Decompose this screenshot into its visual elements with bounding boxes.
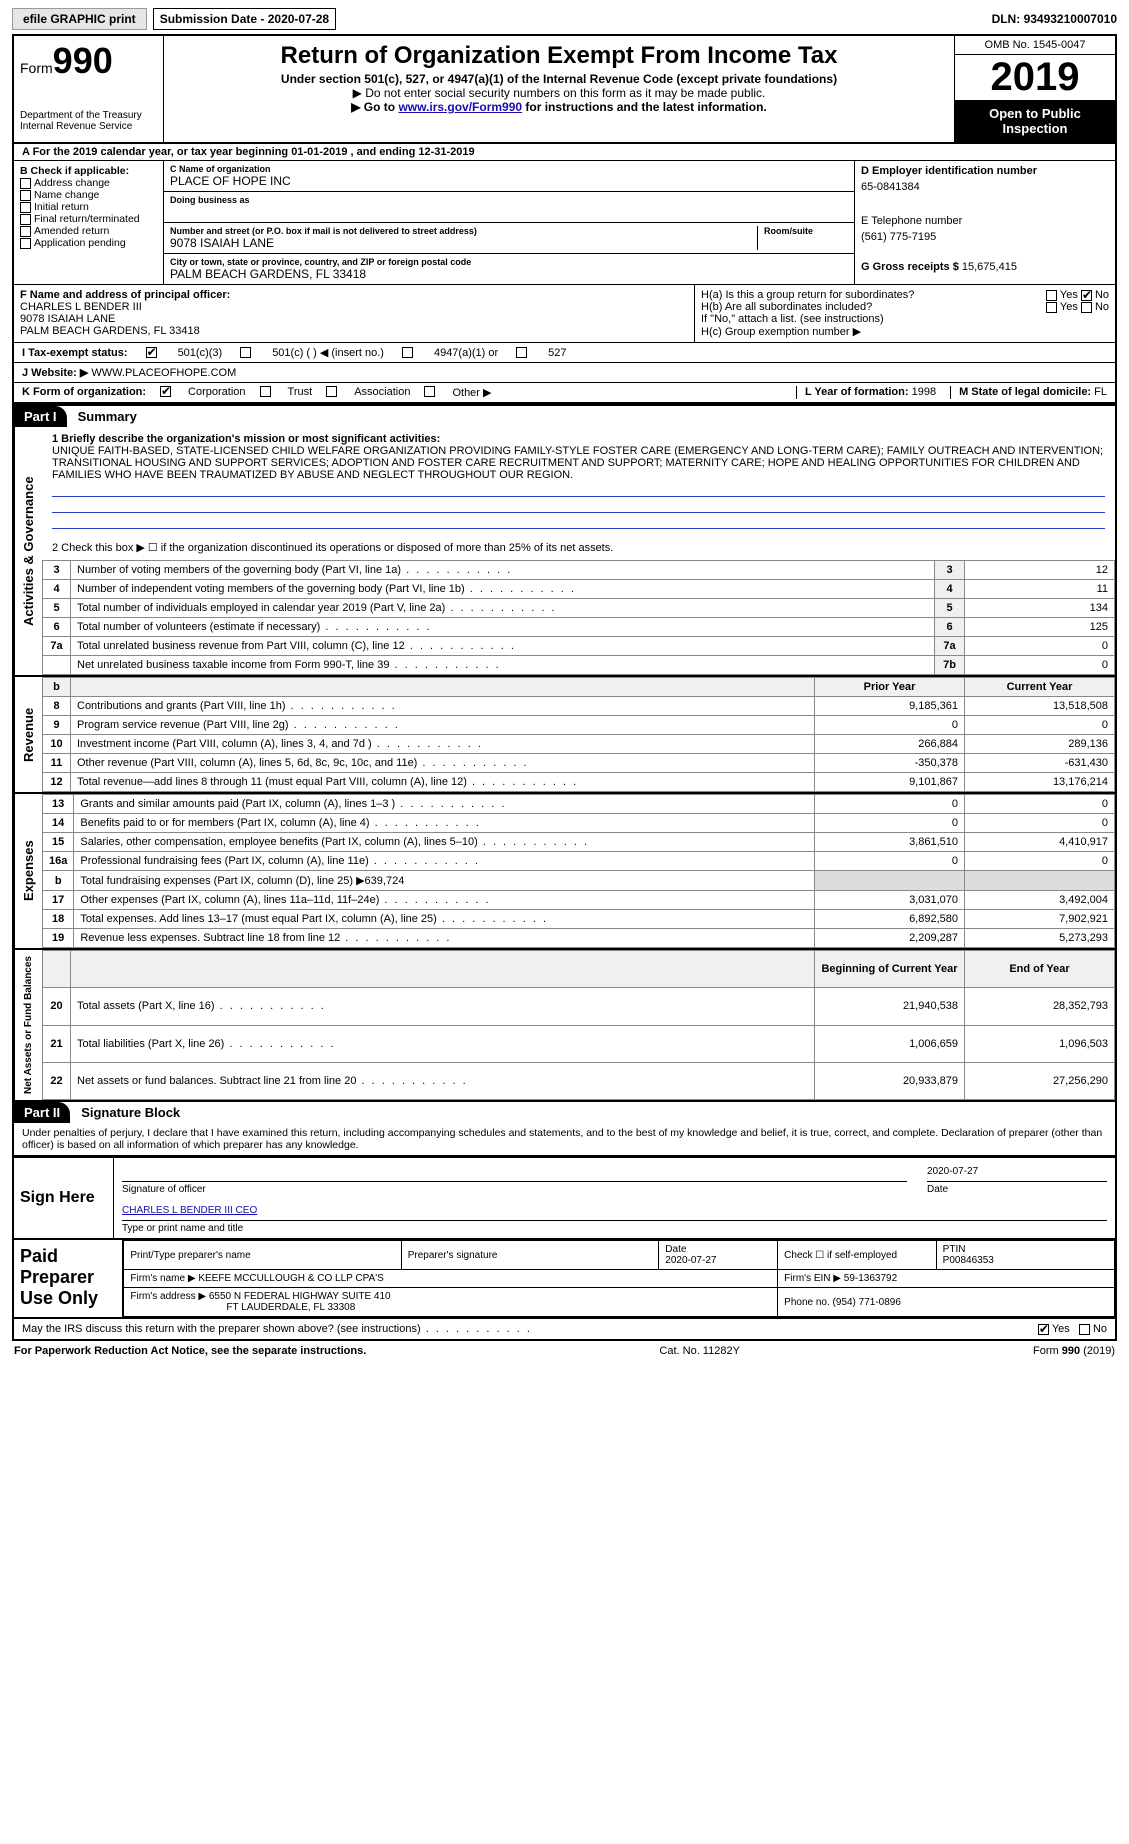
part1-header: Part I — [14, 406, 67, 427]
phone: (561) 775-7195 — [861, 231, 1109, 243]
ptin: P00846353 — [943, 1255, 1108, 1266]
efile-button[interactable]: efile GRAPHIC print — [12, 8, 147, 30]
chk-other[interactable] — [424, 386, 435, 397]
chk-initial-return[interactable] — [20, 202, 31, 213]
expenses-table: 13Grants and similar amounts paid (Part … — [42, 794, 1115, 948]
omb-number: OMB No. 1545-0047 — [955, 36, 1115, 55]
ein: 65-0841384 — [861, 181, 1109, 193]
side-netassets: Net Assets or Fund Balances — [14, 950, 42, 1100]
org-address: 9078 ISAIAH LANE — [170, 236, 751, 250]
chk-address-change[interactable] — [20, 178, 31, 189]
firm-addr1: 6550 N FEDERAL HIGHWAY SUITE 410 — [209, 1291, 391, 1302]
row-a-tax-year: A For the 2019 calendar year, or tax yea… — [12, 144, 1117, 161]
open-to-public: Open to Public Inspection — [955, 100, 1115, 142]
org-city: PALM BEACH GARDENS, FL 33418 — [170, 267, 848, 281]
box-b: B Check if applicable: Address change Na… — [14, 161, 164, 284]
chk-name-change[interactable] — [20, 190, 31, 201]
side-expenses: Expenses — [14, 794, 42, 948]
box-c: C Name of organization PLACE OF HOPE INC… — [164, 161, 855, 284]
chk-final-return[interactable] — [20, 214, 31, 225]
dba — [170, 205, 848, 219]
irs-link[interactable]: www.irs.gov/Form990 — [398, 100, 522, 114]
form-subtitle-2: ▶ Do not enter social security numbers o… — [170, 86, 948, 100]
firm-phone: (954) 771-0896 — [833, 1297, 901, 1308]
box-f: F Name and address of principal officer:… — [14, 285, 695, 342]
chk-ha-yes[interactable] — [1046, 290, 1057, 301]
chk-corp[interactable] — [160, 386, 171, 397]
part1-title: Summary — [70, 409, 137, 424]
form-subtitle-3: ▶ Go to www.irs.gov/Form990 for instruct… — [170, 100, 948, 114]
form-number: Form990 — [20, 40, 157, 82]
chk-trust[interactable] — [260, 386, 271, 397]
row-i: I Tax-exempt status: 501(c)(3) 501(c) ( … — [12, 342, 1117, 362]
part1-netassets: Net Assets or Fund Balances Beginning of… — [12, 950, 1117, 1102]
part1-revenue: Revenue bPrior YearCurrent Year8Contribu… — [12, 677, 1117, 794]
submission-date: Submission Date - 2020-07-28 — [153, 8, 336, 30]
part2-header: Part II — [14, 1102, 70, 1123]
tax-year: 2019 — [955, 55, 1115, 100]
revenue-table: bPrior YearCurrent Year8Contributions an… — [42, 677, 1115, 792]
officer-printed-name: CHARLES L BENDER III CEO — [122, 1205, 257, 1216]
chk-amended-return[interactable] — [20, 226, 31, 237]
chk-assoc[interactable] — [326, 386, 337, 397]
firm-addr2: FT LAUDERDALE, FL 33308 — [226, 1302, 355, 1313]
side-revenue: Revenue — [14, 677, 42, 792]
chk-501c[interactable] — [240, 347, 251, 358]
chk-4947[interactable] — [402, 347, 413, 358]
top-bar: efile GRAPHIC print Submission Date - 20… — [12, 8, 1117, 30]
perjury-text: Under penalties of perjury, I declare th… — [12, 1123, 1117, 1157]
prep-date: 2020-07-27 — [665, 1255, 716, 1266]
part1-governance: Activities & Governance 1 Briefly descri… — [12, 427, 1117, 677]
form-title: Return of Organization Exempt From Incom… — [170, 42, 948, 70]
chk-application-pending[interactable] — [20, 238, 31, 249]
gross-receipts: G Gross receipts $ 15,675,415 — [861, 261, 1109, 273]
paid-preparer-block: Paid Preparer Use Only Print/Type prepar… — [12, 1240, 1117, 1319]
org-name: PLACE OF HOPE INC — [170, 174, 848, 188]
chk-527[interactable] — [516, 347, 527, 358]
page-footer: For Paperwork Reduction Act Notice, see … — [12, 1341, 1117, 1361]
netassets-table: Beginning of Current YearEnd of Year20To… — [42, 950, 1115, 1100]
chk-hb-no[interactable] — [1081, 302, 1092, 313]
block-fh: F Name and address of principal officer:… — [12, 284, 1117, 342]
side-governance: Activities & Governance — [14, 427, 42, 675]
form-header: Form990 Department of the Treasury Inter… — [12, 34, 1117, 144]
website: WWW.PLACEOFHOPE.COM — [91, 367, 236, 379]
year-formation: 1998 — [912, 386, 936, 398]
chk-501c3[interactable] — [146, 347, 157, 358]
box-deg: D Employer identification number 65-0841… — [855, 161, 1115, 284]
officer-name: CHARLES L BENDER III — [20, 301, 688, 313]
block-bcd: B Check if applicable: Address change Na… — [12, 161, 1117, 284]
firm-name: KEEFE MCCULLOUGH & CO LLP CPA'S — [198, 1273, 383, 1284]
sign-here-block: Sign Here Signature of officer 2020-07-2… — [12, 1157, 1117, 1240]
governance-table: 3Number of voting members of the governi… — [42, 560, 1115, 675]
state-domicile: FL — [1094, 386, 1107, 398]
row-klm: K Form of organization: Corporation Trus… — [12, 382, 1117, 404]
part2-title: Signature Block — [73, 1105, 180, 1120]
chk-ha-no[interactable] — [1081, 290, 1092, 301]
part1-expenses: Expenses 13Grants and similar amounts pa… — [12, 794, 1117, 950]
dept-treasury: Department of the Treasury Internal Reve… — [20, 110, 157, 132]
sig-date: 2020-07-27 — [927, 1168, 1107, 1182]
box-h: H(a) Is this a group return for subordin… — [695, 285, 1115, 342]
form-subtitle-1: Under section 501(c), 527, or 4947(a)(1)… — [170, 72, 948, 86]
chk-discuss-no[interactable] — [1079, 1324, 1090, 1335]
chk-discuss-yes[interactable] — [1038, 1324, 1049, 1335]
mission-text: UNIQUE FAITH-BASED, STATE-LICENSED CHILD… — [52, 445, 1105, 481]
row-j: J Website: ▶ WWW.PLACEOFHOPE.COM — [12, 362, 1117, 382]
chk-hb-yes[interactable] — [1046, 302, 1057, 313]
dln: DLN: 93493210007010 — [992, 12, 1117, 26]
firm-ein: 59-1363792 — [844, 1273, 897, 1284]
discuss-row: May the IRS discuss this return with the… — [12, 1319, 1117, 1341]
